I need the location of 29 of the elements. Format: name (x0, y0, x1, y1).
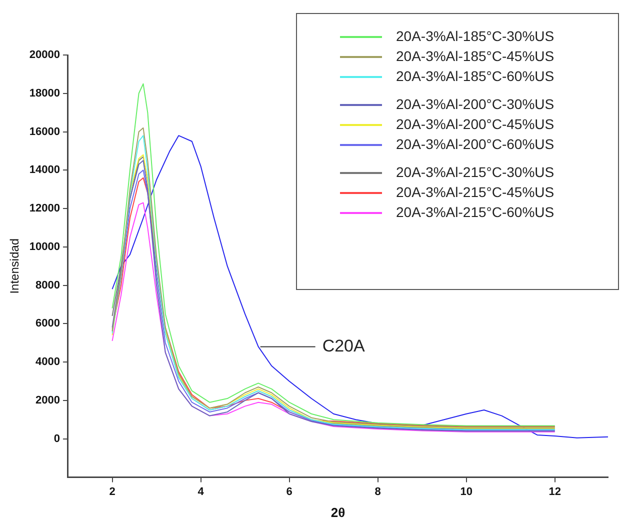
y-tick-label: 14000 (29, 164, 60, 176)
y-tick-label: 4000 (36, 356, 60, 368)
legend-label: 20A-3%Al-215°C-30%US (396, 164, 554, 180)
legend-label: 20A-3%Al-200°C-30%US (396, 96, 554, 112)
y-tick-label: 20000 (29, 49, 60, 62)
y-tick-label: 8000 (36, 279, 60, 292)
legend-label: 20A-3%Al-200°C-45%US (396, 116, 554, 132)
x-tick-label: 12 (548, 486, 562, 498)
text: C20A (322, 336, 366, 356)
x-tick-label: 4 (198, 486, 205, 498)
legend-label: 20A-3%Al-185°C-30%US (396, 28, 554, 44)
y-tick-label: 6000 (36, 318, 60, 330)
x-tick-label: 10 (460, 486, 472, 498)
y-tick-label: 2000 (36, 394, 60, 406)
y-axis-title: Intensidad (8, 238, 22, 294)
legend-label: 20A-3%Al-185°C-60%US (396, 68, 554, 84)
y-tick-label: 18000 (29, 87, 60, 100)
x-axis-title: 2θ (330, 504, 346, 520)
x-tick-label: 6 (286, 486, 292, 498)
legend-label: 20A-3%Al-185°C-45%US (396, 48, 554, 64)
x-tick-label: 2 (109, 486, 116, 498)
x-tick-label: 8 (374, 486, 381, 498)
y-tick-label: 16000 (29, 126, 60, 138)
y-tick-label: 10000 (29, 240, 60, 253)
legend-label: 20A-3%Al-215°C-60%US (396, 204, 554, 220)
y-tick-label: 12000 (29, 202, 60, 215)
legend-label: 20A-3%Al-200°C-60%US (396, 136, 554, 152)
y-tick-label: 0 (54, 432, 60, 445)
legend-label: 20A-3%Al-215°C-45%US (396, 184, 554, 200)
